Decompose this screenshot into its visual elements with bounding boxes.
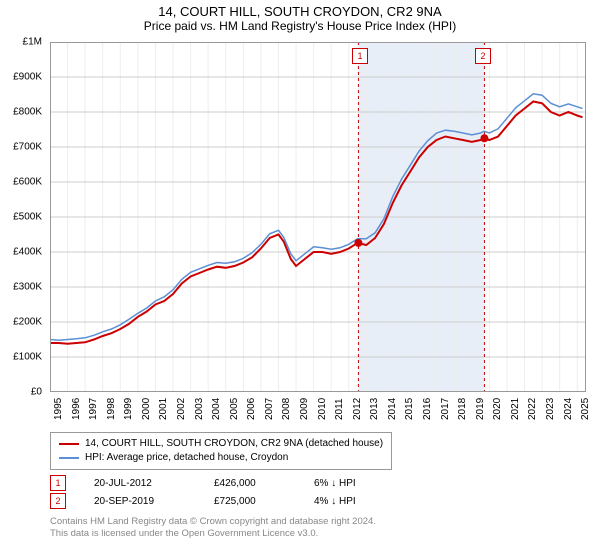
- sales-marker-box: 2: [50, 493, 66, 509]
- x-tick-label: 2010: [317, 398, 328, 420]
- x-tick-label: 2002: [176, 398, 187, 420]
- sales-date: 20-SEP-2019: [94, 496, 214, 507]
- y-tick-label: £200K: [13, 317, 42, 328]
- x-tick-label: 2020: [492, 398, 503, 420]
- x-tick-label: 2022: [527, 398, 538, 420]
- sales-row: 2 20-SEP-2019£725,0004% ↓ HPI: [50, 492, 404, 510]
- y-axis-labels: £0£100K£200K£300K£400K£500K£600K£700K£80…: [0, 42, 46, 392]
- y-tick-label: £600K: [13, 177, 42, 188]
- y-tick-label: £900K: [13, 72, 42, 83]
- y-tick-label: £700K: [13, 142, 42, 153]
- x-tick-label: 2017: [440, 398, 451, 420]
- x-tick-label: 2004: [211, 398, 222, 420]
- x-tick-label: 2008: [281, 398, 292, 420]
- x-tick-label: 1996: [71, 398, 82, 420]
- footer-attribution: Contains HM Land Registry data © Crown c…: [50, 516, 376, 540]
- y-tick-label: £800K: [13, 107, 42, 118]
- sales-date: 20-JUL-2012: [94, 478, 214, 489]
- x-tick-label: 1998: [106, 398, 117, 420]
- x-tick-label: 2014: [387, 398, 398, 420]
- x-tick-label: 2015: [404, 398, 415, 420]
- y-tick-label: £1M: [23, 37, 42, 48]
- legend-label: HPI: Average price, detached house, Croy…: [85, 451, 288, 465]
- x-tick-label: 2005: [229, 398, 240, 420]
- sales-delta: 4% ↓ HPI: [314, 496, 404, 507]
- x-tick-label: 2001: [158, 398, 169, 420]
- x-axis-labels: 1995 1996 1997 1998 1999 2000 2001 2002 2003 2004…: [50, 392, 586, 432]
- sales-delta: 6% ↓ HPI: [314, 478, 404, 489]
- x-tick-label: 2000: [141, 398, 152, 420]
- legend-label: 14, COURT HILL, SOUTH CROYDON, CR2 9NA (…: [85, 437, 383, 451]
- legend-entry: 14, COURT HILL, SOUTH CROYDON, CR2 9NA (…: [59, 437, 383, 451]
- chart-subtitle: Price paid vs. HM Land Registry's House …: [0, 19, 600, 37]
- x-tick-label: 1999: [123, 398, 134, 420]
- x-tick-label: 2007: [264, 398, 275, 420]
- x-tick-label: 2024: [563, 398, 574, 420]
- x-tick-label: 2011: [334, 398, 345, 420]
- x-tick-label: 2012: [352, 398, 363, 420]
- x-tick-label: 1997: [88, 398, 99, 420]
- y-tick-label: £400K: [13, 247, 42, 258]
- sales-price: £426,000: [214, 478, 314, 489]
- sale-marker-1: 1: [352, 48, 368, 64]
- chart-plot-area: 12: [50, 42, 586, 392]
- footer-line1: Contains HM Land Registry data © Crown c…: [50, 516, 376, 528]
- x-tick-label: 2009: [299, 398, 310, 420]
- sales-row: 1 20-JUL-2012£426,0006% ↓ HPI: [50, 474, 404, 492]
- legend-swatch: [59, 457, 79, 459]
- x-tick-label: 2018: [457, 398, 468, 420]
- legend-entry: HPI: Average price, detached house, Croy…: [59, 451, 383, 465]
- y-tick-label: £300K: [13, 282, 42, 293]
- y-tick-label: £100K: [13, 352, 42, 363]
- sales-marker-box: 1: [50, 475, 66, 491]
- chart-title: 14, COURT HILL, SOUTH CROYDON, CR2 9NA: [0, 0, 600, 19]
- chart-svg: [50, 42, 586, 392]
- sales-table: 1 20-JUL-2012£426,0006% ↓ HPI 2 20-SEP-2019…: [50, 474, 404, 510]
- x-tick-label: 2019: [475, 398, 486, 420]
- legend-swatch: [59, 443, 79, 445]
- x-tick-label: 2025: [580, 398, 591, 420]
- x-tick-label: 2023: [545, 398, 556, 420]
- sales-price: £725,000: [214, 496, 314, 507]
- x-tick-label: 2021: [510, 398, 521, 420]
- y-tick-label: £0: [31, 387, 42, 398]
- x-tick-label: 2003: [194, 398, 205, 420]
- y-tick-label: £500K: [13, 212, 42, 223]
- x-tick-label: 2013: [369, 398, 380, 420]
- x-tick-label: 2006: [246, 398, 257, 420]
- x-tick-label: 2016: [422, 398, 433, 420]
- x-tick-label: 1995: [53, 398, 64, 420]
- chart-legend: 14, COURT HILL, SOUTH CROYDON, CR2 9NA (…: [50, 432, 392, 470]
- sale-marker-2: 2: [475, 48, 491, 64]
- footer-line2: This data is licensed under the Open Gov…: [50, 528, 376, 540]
